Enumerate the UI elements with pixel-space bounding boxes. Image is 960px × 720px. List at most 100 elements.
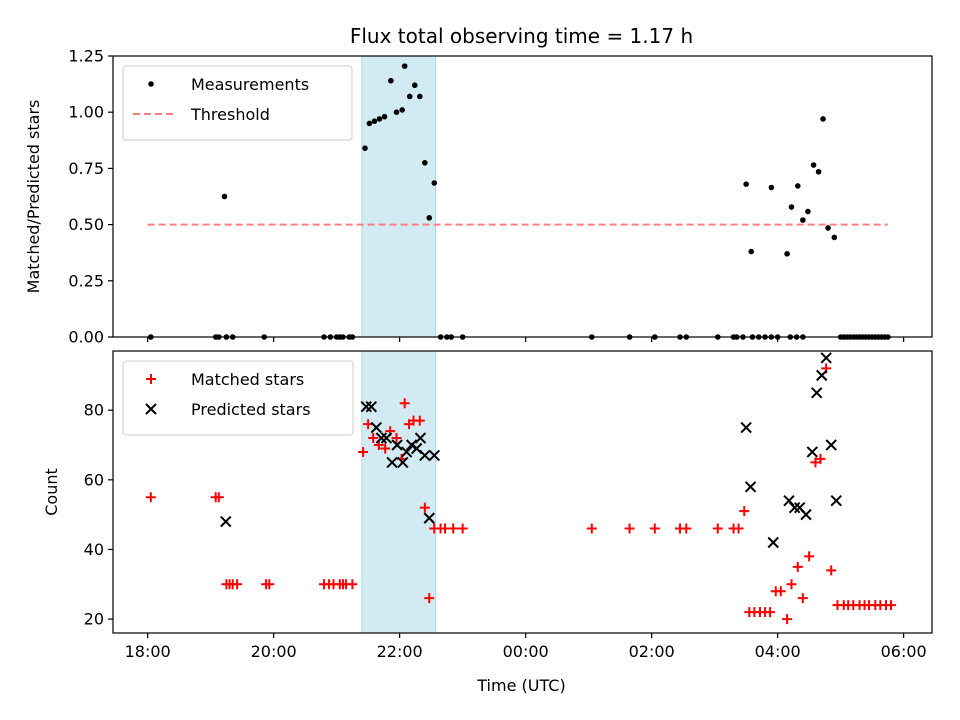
counts-s0-point-6 xyxy=(232,579,243,590)
counts-s0-point-56 xyxy=(810,457,821,468)
counts-s0-point-53 xyxy=(792,561,803,572)
counts-s0-point-8 xyxy=(264,579,275,590)
ratio-s0-point-13 xyxy=(221,193,228,200)
counts-s1-point-16 xyxy=(740,421,752,434)
ratio-legend-handle-0 xyxy=(148,81,154,87)
counts-axes-frame xyxy=(112,350,933,634)
ratio-ytick-label-0: 0.00 xyxy=(68,328,104,347)
counts-s0-point-0 xyxy=(145,492,156,503)
counts-s0-point-55 xyxy=(804,551,815,562)
count-panel: 20 40 60 80 18:00 20:00 22:00 00:00 02:00 04:00 06… xyxy=(42,350,933,661)
ratio-s0-point-51 xyxy=(748,248,754,255)
ratio-legend: Measurements Threshold xyxy=(122,65,353,141)
counts-s1-point-25 xyxy=(816,369,828,382)
ratio-s0-point-27 xyxy=(426,215,433,221)
counts-s0-point-48 xyxy=(765,607,776,618)
counts-s0-point-40 xyxy=(712,523,723,534)
counts-s0-point-18 xyxy=(368,433,379,444)
ratio-legend-label-0: Measurements xyxy=(191,75,309,94)
counts-s0-point-24 xyxy=(399,398,410,409)
counts-s1-point-26 xyxy=(820,352,832,364)
ratio-ytick-label-4: 1.00 xyxy=(68,103,104,122)
counts-s0-point-27 xyxy=(414,415,425,426)
ratio-y-axis-label: Matched/Predicted stars xyxy=(24,100,43,294)
counts-s1-point-8 xyxy=(397,456,409,469)
chart-title: Flux total observing time = 1.17 h xyxy=(350,24,693,48)
ratio-panel: 0.00 0.25 0.50 0.75 1.00 1.25 Matched/Predicte… xyxy=(24,47,933,347)
counts-s0-point-16 xyxy=(358,446,369,457)
ratio-s0-point-55 xyxy=(795,183,801,189)
ratio-s0-point-24 xyxy=(411,82,418,89)
ratio-s0-point-26 xyxy=(422,159,428,166)
counts-s0-point-59 xyxy=(826,565,837,576)
ratio-ytick-label-2: 0.50 xyxy=(68,215,104,234)
ratio-ytick-label-3: 0.75 xyxy=(68,159,104,178)
counts-legend-handle-1 xyxy=(145,403,157,415)
counts-s1-point-15 xyxy=(428,449,441,462)
ratio-s0-point-59 xyxy=(815,168,822,175)
counts-s1-point-23 xyxy=(806,446,819,458)
xtick-label-6: 06:00 xyxy=(881,642,927,661)
counts-legend-label-1: Predicted stars xyxy=(191,400,311,419)
counts-s0-point-2 xyxy=(213,492,224,503)
counts-s1-point-13 xyxy=(419,449,431,462)
counts-s0-point-57 xyxy=(815,453,826,464)
ratio-s0-point-19 xyxy=(388,77,394,84)
counts-s1-point-3 xyxy=(370,421,383,434)
ratio-highlight-span xyxy=(361,55,437,338)
counts-s1-point-1 xyxy=(360,400,372,413)
ratio-s0-point-28 xyxy=(431,180,438,186)
ratio-s0-point-14 xyxy=(362,145,368,151)
ratio-s0-point-18 xyxy=(381,113,388,120)
counts-s1-point-12 xyxy=(414,432,427,444)
xtick-label-4: 02:00 xyxy=(629,642,675,661)
counts-s0-point-29 xyxy=(424,593,435,604)
counts-legend-box xyxy=(122,360,354,436)
ratio-s0-point-20 xyxy=(393,109,400,115)
counts-s0-point-50 xyxy=(775,586,786,597)
ratio-s0-point-60 xyxy=(820,116,826,122)
ratio-s0-point-53 xyxy=(784,251,790,257)
counts-s0-point-39 xyxy=(681,523,692,534)
ratio-s0-point-23 xyxy=(406,93,413,100)
x-axis-label: Time (UTC) xyxy=(476,676,565,695)
ratio-s0-point-62 xyxy=(831,234,838,241)
counts-ytick-label-0: 20 xyxy=(84,610,104,629)
ratio-s0-point-57 xyxy=(805,208,811,215)
counts-legend-label-0: Matched stars xyxy=(191,370,304,389)
counts-legend-handle-0 xyxy=(146,374,156,384)
counts-s0-point-20 xyxy=(380,443,391,454)
counts-s0-point-33 xyxy=(448,523,459,534)
counts-s1-point-18 xyxy=(767,536,779,549)
counts-s0-point-35 xyxy=(586,523,597,534)
counts-s1-point-27 xyxy=(825,439,837,451)
ratio-s0-point-52 xyxy=(768,184,775,191)
counts-ytick-label-1: 40 xyxy=(84,540,104,559)
counts-s1-point-6 xyxy=(386,456,398,469)
ratio-ytick-label-5: 1.25 xyxy=(68,47,104,66)
ratio-s0-point-15 xyxy=(366,120,373,127)
counts-s1-point-7 xyxy=(391,439,403,451)
counts-s0-point-51 xyxy=(782,614,793,625)
counts-s1-point-2 xyxy=(365,400,378,413)
ratio-s0-point-56 xyxy=(800,217,806,223)
counts-legend: Matched stars Predicted stars xyxy=(122,360,354,436)
ratio-legend-box xyxy=(122,65,353,141)
ratio-s0-point-54 xyxy=(788,204,795,210)
counts-s0-point-42 xyxy=(733,523,744,534)
ratio-ytick-label-1: 0.25 xyxy=(68,271,104,290)
xtick-label-0: 18:00 xyxy=(125,642,171,661)
ratio-axes-frame xyxy=(112,55,933,338)
xtick-label-1: 20:00 xyxy=(251,642,297,661)
counts-s1-point-10 xyxy=(405,439,418,451)
counts-s0-point-34 xyxy=(457,523,468,534)
xtick-label-3: 00:00 xyxy=(503,642,549,661)
counts-y-axis-label: Count xyxy=(42,468,61,516)
counts-s1-point-22 xyxy=(800,508,812,521)
counts-s0-point-15 xyxy=(347,579,358,590)
counts-s0-point-70 xyxy=(886,600,897,611)
ratio-s0-point-61 xyxy=(825,225,831,231)
ratio-s0-point-50 xyxy=(743,181,749,187)
counts-s0-point-43 xyxy=(739,506,750,517)
